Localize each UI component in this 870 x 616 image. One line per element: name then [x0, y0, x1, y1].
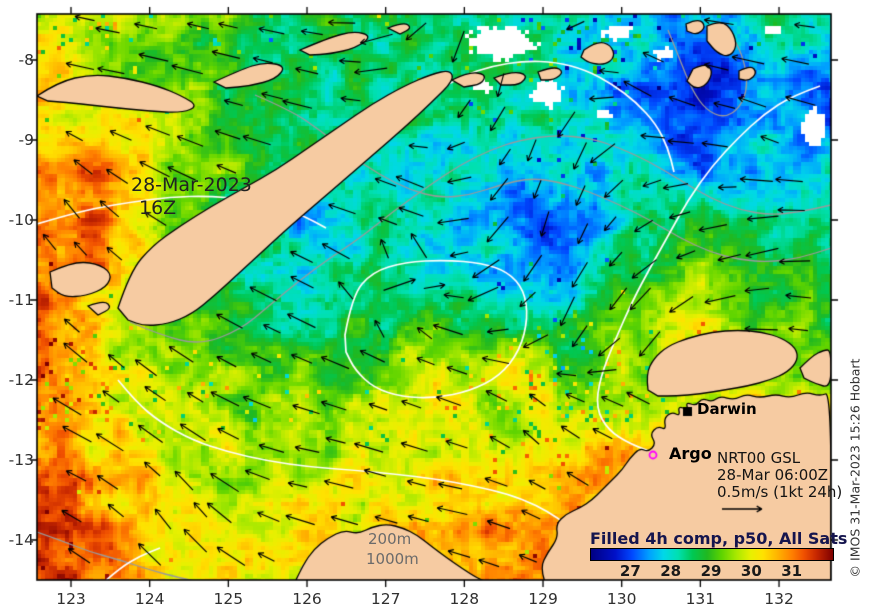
lon-tick-label: 131: [685, 590, 716, 608]
lat-tick-label: -9: [18, 131, 34, 149]
depth-contour-label-1000m: 1000m: [366, 550, 419, 568]
colorbar-gradient: [590, 548, 834, 561]
colorbar-tick-label: 28: [660, 562, 682, 580]
nrt-info-block: NRT00 GSL 28-Mar 06:00Z 0.5m/s (1kt 24h): [717, 450, 842, 501]
lon-tick-label: 126: [292, 590, 322, 608]
lat-tick-label: -10: [8, 211, 34, 229]
depth-contour-label-200m: 200m: [368, 530, 412, 548]
date-annotation-line1: 28-Mar-2023: [131, 174, 252, 196]
lon-tick-label: 125: [213, 590, 244, 608]
nrt-product-label: NRT00 GSL: [717, 449, 801, 467]
argo-label: Argo: [669, 444, 712, 463]
lat-tick-label: -13: [8, 451, 34, 469]
lat-tick-label: -14: [8, 531, 34, 549]
colorbar-tick-label: 30: [740, 562, 762, 580]
nrt-datetime-label: 28-Mar 06:00Z: [717, 466, 829, 484]
lon-tick-label: 130: [606, 590, 637, 608]
lon-tick-label: 129: [528, 590, 558, 608]
darwin-label: Darwin: [697, 400, 757, 418]
lat-tick-label: -12: [8, 371, 34, 389]
colorbar-tick-label: 27: [619, 562, 641, 580]
lon-tick-label: 128: [449, 590, 480, 608]
lon-tick-label: 127: [370, 590, 401, 608]
copyright-label: © IMOS 31-Mar-2023 15:26 Hobart: [847, 358, 863, 578]
lon-tick-label: 132: [764, 590, 794, 608]
lon-tick-label: 124: [134, 590, 165, 608]
lat-tick-label: -8: [18, 51, 34, 69]
nrt-scale-label: 0.5m/s (1kt 24h): [717, 483, 843, 501]
lon-tick-label: 123: [56, 590, 86, 608]
colorbar-tick-label: 29: [700, 562, 722, 580]
lat-tick-label: -11: [8, 291, 34, 309]
colorbar-tick-label: 31: [781, 562, 803, 580]
date-annotation-line2: 16Z: [139, 197, 177, 219]
colorbar-title: Filled 4h comp, p50, All Sats: [590, 529, 848, 548]
